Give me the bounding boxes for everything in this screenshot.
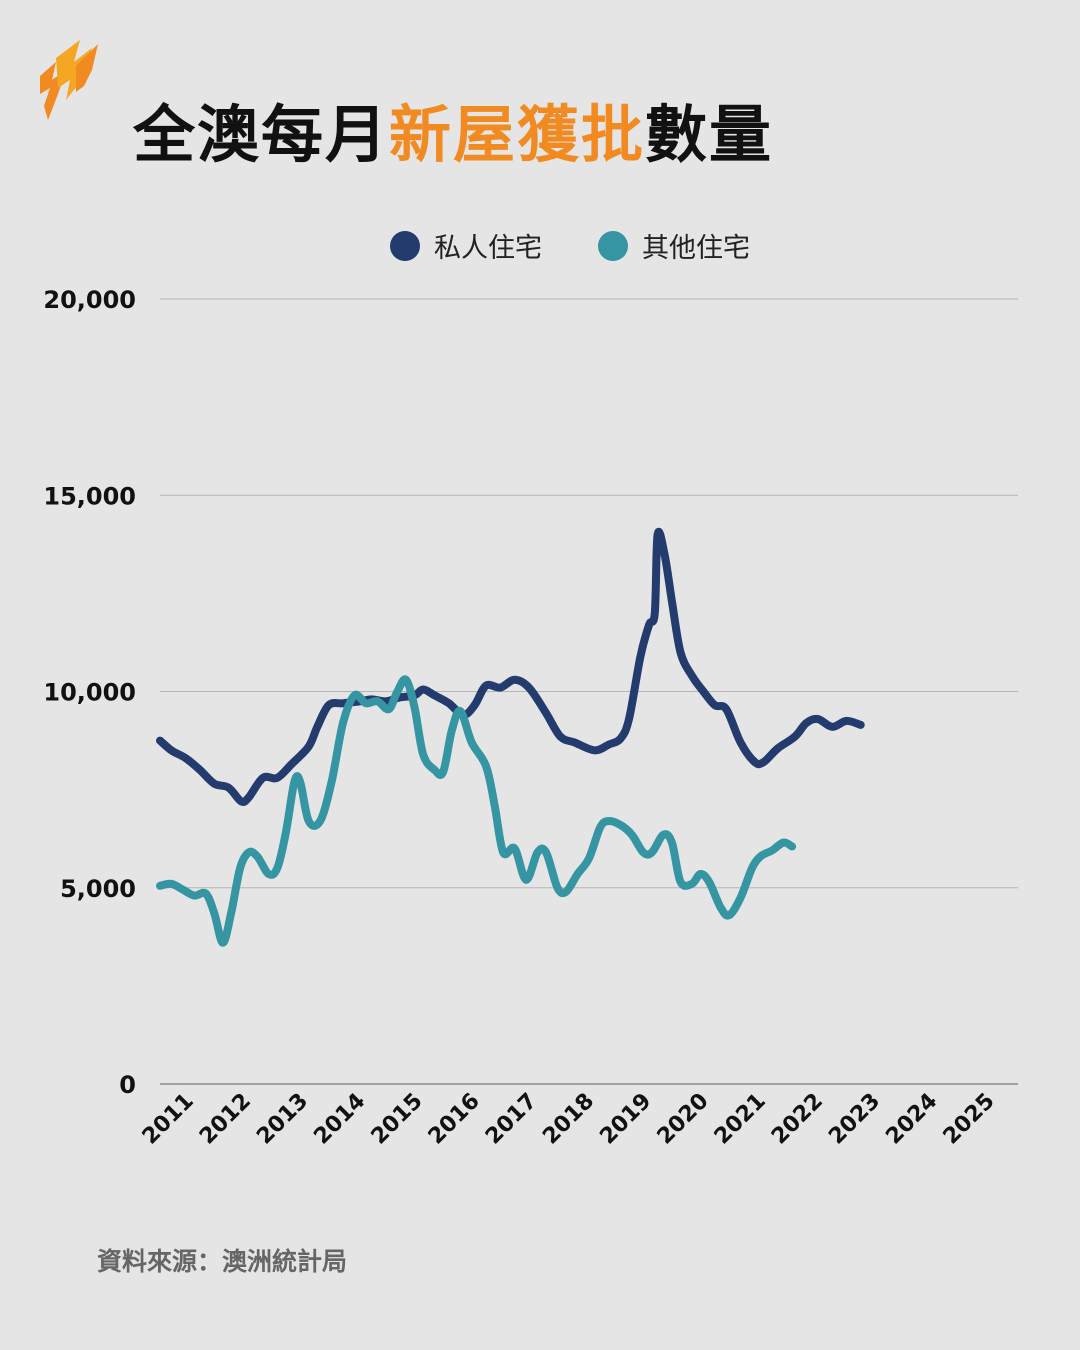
x-tick-label: 2021 xyxy=(710,1089,771,1150)
x-tick-label: 2023 xyxy=(824,1089,885,1150)
x-tick-label: 2011 xyxy=(138,1089,199,1150)
legend-item-other: 其他住宅 xyxy=(598,226,750,265)
y-tick-label: 5,000 xyxy=(60,875,136,903)
y-tick-label: 15,000 xyxy=(43,482,136,510)
x-tick-label: 2012 xyxy=(195,1089,256,1150)
legend-marker-other xyxy=(598,230,628,261)
series-line-other xyxy=(156,675,797,947)
y-tick-label: 0 xyxy=(119,1071,136,1099)
y-tick-label: 10,000 xyxy=(43,679,136,707)
x-tick-label: 2013 xyxy=(252,1089,313,1150)
series-line-private xyxy=(156,527,865,806)
x-tick-label: 2024 xyxy=(881,1089,942,1150)
x-tick-label: 2019 xyxy=(595,1089,656,1150)
title-part1: 全澳每月 xyxy=(133,98,390,171)
source-note: 資料來源：澳洲統計局 xyxy=(97,1247,348,1276)
title-part2: 數量 xyxy=(645,98,774,171)
legend-marker-private xyxy=(390,230,420,261)
page-title: 全澳每月新屋獲批數量 xyxy=(133,84,773,174)
x-tick-label: 2018 xyxy=(538,1089,599,1150)
legend-label-private: 私人住宅 xyxy=(434,233,542,264)
x-tick-label: 2022 xyxy=(767,1089,828,1150)
x-tick-label: 2025 xyxy=(939,1089,1000,1150)
legend-item-private: 私人住宅 xyxy=(390,226,542,265)
y-tick-label: 20,000 xyxy=(43,286,136,314)
sbs-logo-icon xyxy=(40,40,98,120)
legend: 私人住宅 其他住宅 xyxy=(390,226,806,265)
x-tick-label: 2020 xyxy=(653,1089,714,1150)
x-tick-label: 2015 xyxy=(367,1089,428,1150)
title-highlight: 新屋獲批 xyxy=(389,98,646,171)
x-tick-label: 2017 xyxy=(481,1089,542,1150)
x-tick-label: 2014 xyxy=(309,1089,370,1150)
legend-label-other: 其他住宅 xyxy=(642,233,750,264)
x-tick-label: 2016 xyxy=(424,1089,485,1150)
